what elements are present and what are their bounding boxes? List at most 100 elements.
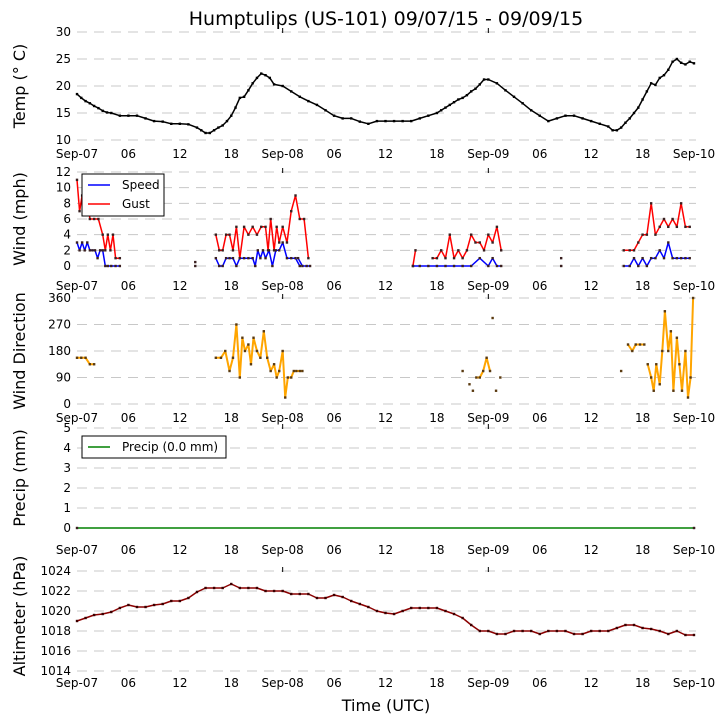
- data-point: [315, 596, 319, 600]
- data-point: [228, 233, 231, 236]
- data-point: [88, 102, 92, 105]
- data-point: [641, 256, 644, 260]
- data-point: [252, 336, 255, 339]
- x-tick-label: Sep-08: [262, 676, 304, 690]
- data-point: [475, 376, 478, 379]
- data-point: [235, 264, 238, 268]
- x-tick-label: 06: [532, 543, 547, 557]
- data-point: [444, 256, 447, 260]
- data-point: [499, 249, 503, 252]
- data-point: [96, 256, 99, 260]
- data-point: [110, 610, 113, 614]
- data-point: [491, 241, 494, 244]
- data-point: [658, 383, 661, 386]
- data-point: [298, 592, 302, 596]
- data-point: [247, 343, 250, 346]
- data-point: [418, 606, 421, 610]
- data-point: [637, 241, 640, 244]
- data-point: [632, 111, 636, 115]
- y-tick-label: 5: [63, 421, 71, 435]
- series-line-direction: [476, 356, 491, 379]
- data-point: [654, 233, 657, 236]
- data-point: [646, 363, 649, 366]
- x-tick-label: 06: [532, 147, 547, 161]
- data-point: [298, 217, 302, 221]
- y-tick-label: 1016: [40, 644, 71, 658]
- data-point: [341, 117, 344, 120]
- series-line-speed: [215, 241, 301, 267]
- data-point: [305, 264, 308, 268]
- y-tick-label: 1022: [40, 584, 71, 598]
- data-point: [272, 363, 276, 366]
- data-point: [228, 256, 231, 260]
- data-point: [208, 131, 212, 135]
- x-tick-label: 18: [635, 411, 650, 425]
- y-tick-label: 3: [63, 461, 71, 475]
- data-point: [465, 93, 469, 97]
- data-point: [106, 264, 110, 268]
- data-point: [487, 233, 490, 236]
- data-point: [559, 256, 563, 260]
- y-axis-label: Temp (° C): [10, 44, 29, 129]
- data-point: [572, 114, 576, 117]
- data-point: [474, 87, 477, 90]
- y-tick-label: 30: [56, 25, 71, 39]
- data-point: [135, 114, 139, 117]
- y-tick-label: 25: [56, 52, 71, 66]
- data-point: [643, 343, 646, 346]
- x-tick-label: 12: [584, 147, 599, 161]
- data-point: [127, 603, 130, 607]
- data-point: [272, 589, 276, 593]
- data-point: [101, 109, 104, 113]
- data-point: [194, 260, 197, 264]
- data-point: [92, 104, 96, 108]
- data-point: [350, 599, 353, 603]
- series-line-direction: [215, 323, 303, 399]
- data-point: [465, 249, 469, 252]
- data-point: [114, 256, 117, 260]
- data-point: [688, 225, 691, 229]
- data-point: [255, 233, 259, 236]
- data-point: [435, 111, 439, 115]
- y-tick-label: 15: [56, 106, 71, 120]
- data-point: [75, 241, 79, 244]
- data-point: [589, 629, 593, 633]
- data-point: [414, 249, 417, 252]
- data-point: [418, 117, 421, 120]
- data-point: [235, 323, 238, 326]
- data-point: [307, 99, 310, 103]
- data-point: [658, 249, 661, 252]
- y-tick-label: 2: [63, 243, 71, 257]
- data-point: [230, 582, 233, 586]
- data-point: [218, 264, 221, 268]
- data-point: [495, 225, 499, 229]
- data-point: [75, 178, 79, 182]
- data-point: [254, 264, 257, 268]
- data-point: [262, 330, 266, 333]
- data-point: [469, 623, 473, 627]
- data-point: [92, 217, 96, 221]
- data-point: [559, 264, 563, 268]
- y-tick-label: 1018: [40, 624, 71, 638]
- legend-label: Precip (0.0 mm): [122, 440, 218, 454]
- x-tick-label: Sep-08: [262, 411, 304, 425]
- y-axis-label: Altimeter (hPa): [10, 556, 29, 677]
- data-point: [144, 605, 147, 609]
- data-point: [494, 389, 498, 392]
- data-point: [461, 369, 464, 373]
- data-point: [92, 363, 96, 366]
- data-point: [607, 125, 610, 128]
- data-point: [678, 363, 681, 366]
- data-point: [221, 264, 224, 268]
- x-tick-label: 18: [224, 676, 239, 690]
- data-point: [671, 256, 674, 260]
- x-tick-label: 06: [532, 676, 547, 690]
- data-point: [461, 616, 464, 620]
- x-tick-label: 06: [326, 543, 341, 557]
- data-point: [195, 590, 199, 594]
- data-point: [485, 356, 488, 359]
- x-tick-label: 06: [532, 279, 547, 293]
- data-point: [632, 256, 636, 260]
- data-point: [667, 68, 670, 71]
- data-point: [564, 629, 567, 633]
